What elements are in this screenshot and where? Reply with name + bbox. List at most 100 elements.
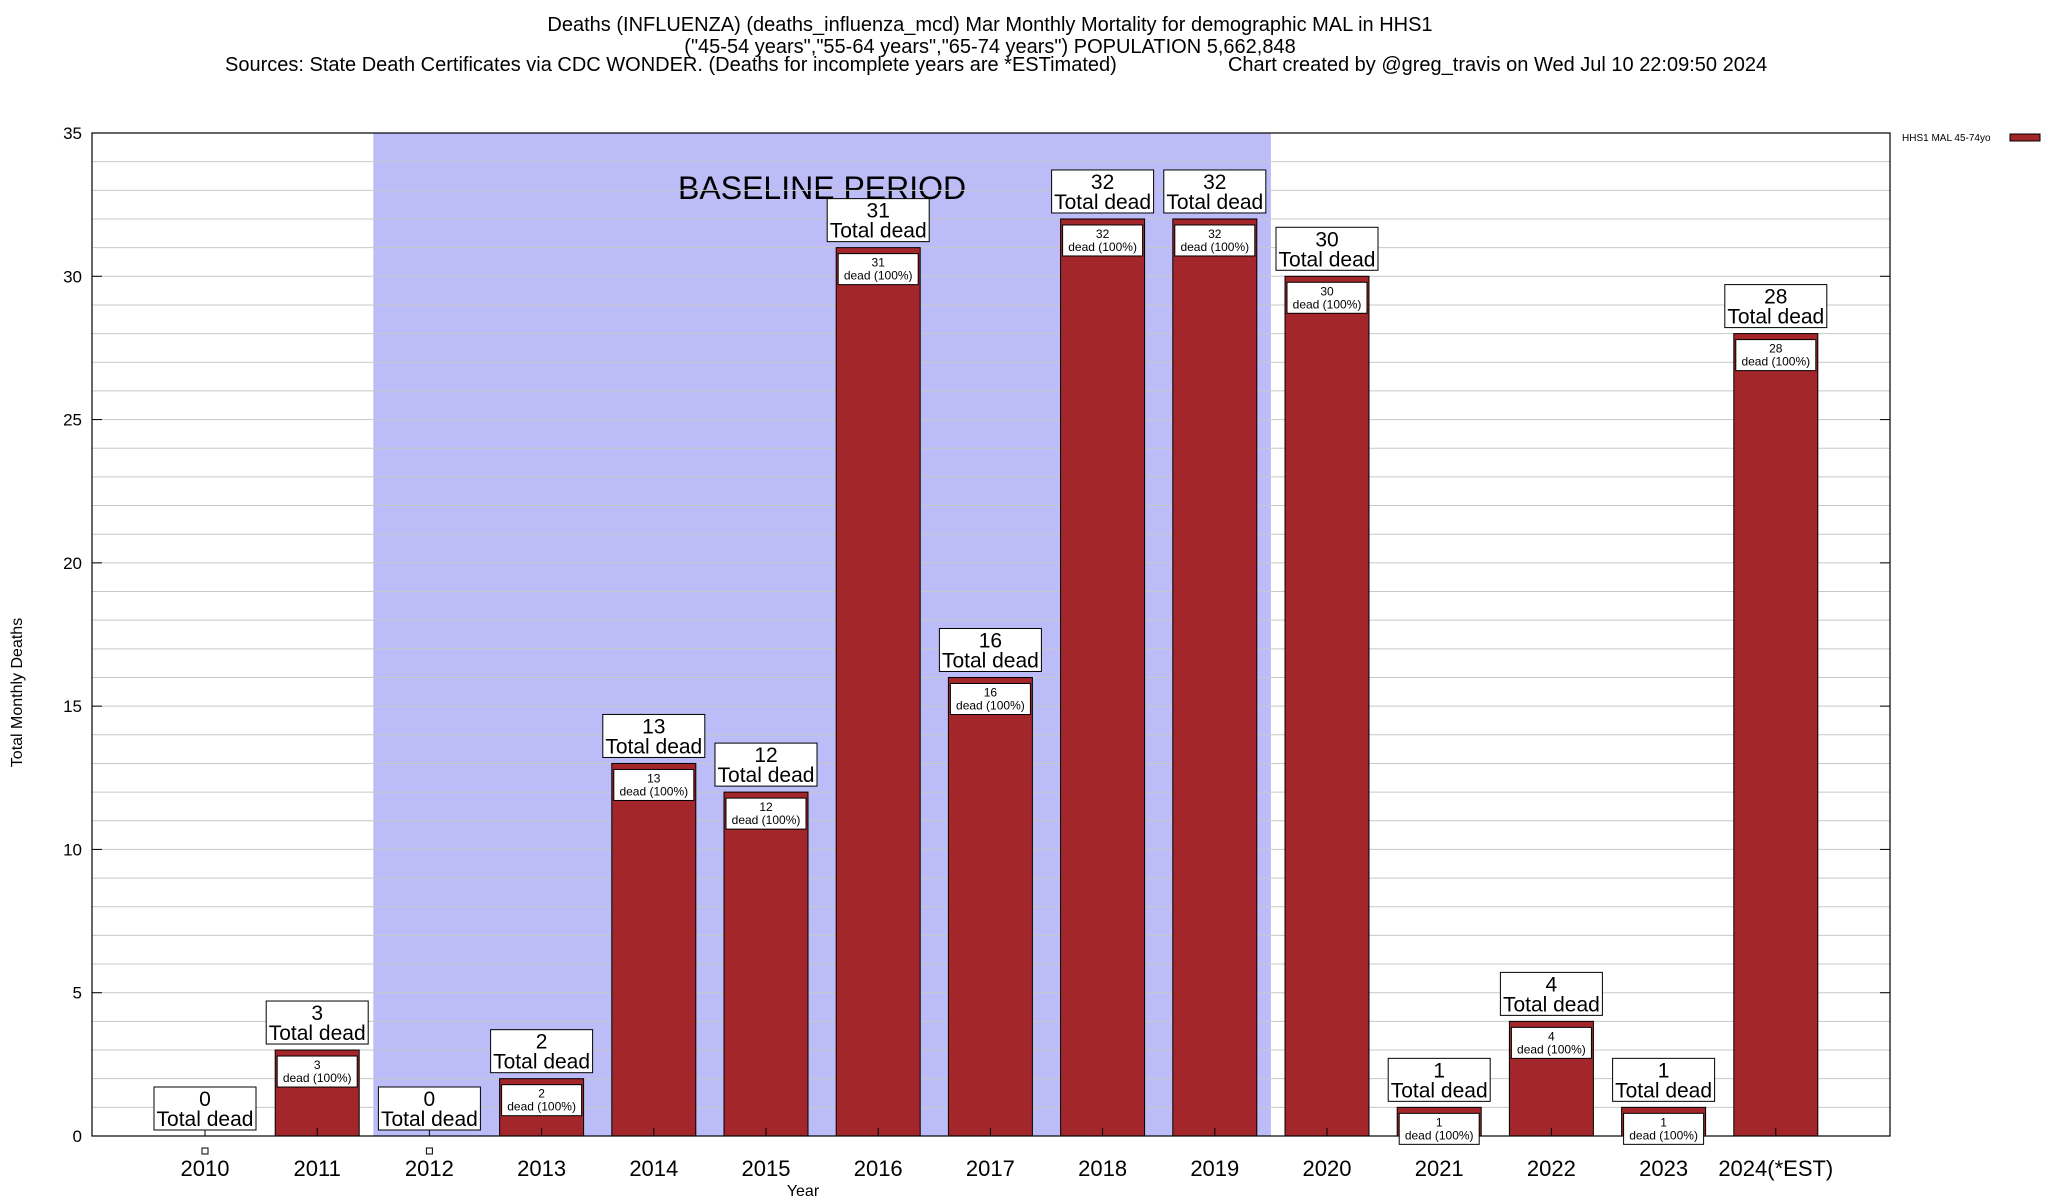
total-label-text: Total dead xyxy=(605,735,702,758)
inner-label-box xyxy=(1062,224,1144,257)
total-label-value: 31 xyxy=(867,200,890,223)
total-label-text: Total dead xyxy=(1279,248,1376,271)
y-tick-label: 0 xyxy=(73,1127,82,1146)
inner-label-text: dead (100%) xyxy=(1741,355,1810,369)
legend-swatch xyxy=(2009,133,2041,142)
total-label-box xyxy=(1612,1057,1716,1102)
inner-label-box xyxy=(725,797,807,830)
x-axis-label: Year xyxy=(787,1183,820,1200)
total-label-box xyxy=(265,1000,369,1045)
inner-label-text: dead (100%) xyxy=(956,698,1025,712)
inner-label-box xyxy=(276,1055,358,1088)
x-tick-label: 2021 xyxy=(1415,1156,1464,1181)
total-label-value: 32 xyxy=(1091,171,1114,194)
bar-2016 xyxy=(835,247,921,1137)
total-label-box xyxy=(1724,284,1828,329)
bar-2020 xyxy=(1284,275,1370,1137)
x-tick-label: 2014 xyxy=(629,1156,678,1181)
total-label-text: Total dead xyxy=(493,1051,590,1074)
total-label-box xyxy=(826,198,930,243)
total-label-text: Total dead xyxy=(1391,1079,1488,1102)
inner-label-text: dead (100%) xyxy=(283,1071,352,1085)
inner-label-value: 28 xyxy=(1769,342,1783,356)
inner-label-box xyxy=(1735,339,1817,372)
inner-label-box xyxy=(837,253,919,286)
total-label-text: Total dead xyxy=(1054,191,1151,214)
total-label-value: 28 xyxy=(1764,286,1787,309)
total-label-value: 12 xyxy=(754,744,777,767)
x-tick-label: 2018 xyxy=(1078,1156,1127,1181)
x-tick-label: 2013 xyxy=(517,1156,566,1181)
x-tick-label: 2012 xyxy=(405,1156,454,1181)
bar-2018 xyxy=(1060,218,1146,1137)
inner-label-text: dead (100%) xyxy=(1629,1128,1698,1142)
inner-label-value: 13 xyxy=(647,771,661,785)
inner-label-text: dead (100%) xyxy=(1517,1042,1586,1056)
total-label-value: 0 xyxy=(424,1088,436,1111)
y-tick-label: 20 xyxy=(63,554,82,573)
inner-label-text: dead (100%) xyxy=(844,269,913,283)
y-tick-label: 5 xyxy=(73,984,82,1003)
inner-label-text: dead (100%) xyxy=(619,784,688,798)
x-tick-label: 2011 xyxy=(294,1156,341,1181)
total-label-box xyxy=(938,627,1042,672)
zero-marker-2010 xyxy=(201,1147,209,1155)
legend-label: HHS1 MAL 45-74yo xyxy=(1902,133,1991,144)
y-tick-label: 35 xyxy=(63,124,82,143)
sources-text: Sources: State Death Certificates via CD… xyxy=(225,54,1117,76)
inner-label-box xyxy=(1174,224,1256,257)
inner-label-box xyxy=(613,768,695,801)
inner-label-text: dead (100%) xyxy=(507,1100,576,1114)
total-label-value: 1 xyxy=(1433,1059,1445,1082)
y-axis-label: Total Monthly Deaths xyxy=(9,618,26,767)
inner-label-value: 4 xyxy=(1548,1029,1555,1043)
x-tick-label: 2017 xyxy=(966,1156,1015,1181)
inner-label-value: 2 xyxy=(538,1087,545,1101)
x-tick-label: 2020 xyxy=(1303,1156,1352,1181)
chart-title: Deaths (INFLUENZA) (deaths_influenza_mcd… xyxy=(0,14,1980,58)
total-label-box xyxy=(1051,169,1155,214)
inner-label-value: 16 xyxy=(984,685,998,699)
total-label-box xyxy=(1275,226,1379,271)
total-label-value: 4 xyxy=(1546,973,1558,996)
total-label-text: Total dead xyxy=(1727,306,1824,329)
bar-2014 xyxy=(611,762,697,1137)
chart-title-line-1: Deaths (INFLUENZA) (deaths_influenza_mcd… xyxy=(547,14,1433,36)
plot-frame xyxy=(91,132,1891,1137)
total-label-text: Total dead xyxy=(157,1108,254,1131)
total-label-text: Total dead xyxy=(1166,191,1263,214)
total-label-value: 0 xyxy=(199,1088,211,1111)
total-label-value: 1 xyxy=(1658,1059,1670,1082)
x-tick-label: 2015 xyxy=(742,1156,791,1181)
inner-label-value: 3 xyxy=(314,1058,321,1072)
total-label-text: Total dead xyxy=(1503,993,1600,1016)
total-label-value: 13 xyxy=(642,715,665,738)
bar-2017 xyxy=(947,676,1033,1137)
total-label-text: Total dead xyxy=(381,1108,478,1131)
inner-label-text: dead (100%) xyxy=(1068,240,1137,254)
chart-title-line-2: ("45-54 years","55-64 years","65-74 year… xyxy=(684,36,1296,58)
total-label-text: Total dead xyxy=(1615,1079,1712,1102)
inner-label-value: 1 xyxy=(1660,1115,1667,1129)
sources-line: Sources: State Death Certificates via CD… xyxy=(225,54,1767,77)
inner-label-value: 30 xyxy=(1320,284,1334,298)
inner-label-value: 32 xyxy=(1096,227,1110,241)
inner-label-value: 31 xyxy=(872,256,886,270)
total-label-box xyxy=(1163,169,1267,214)
